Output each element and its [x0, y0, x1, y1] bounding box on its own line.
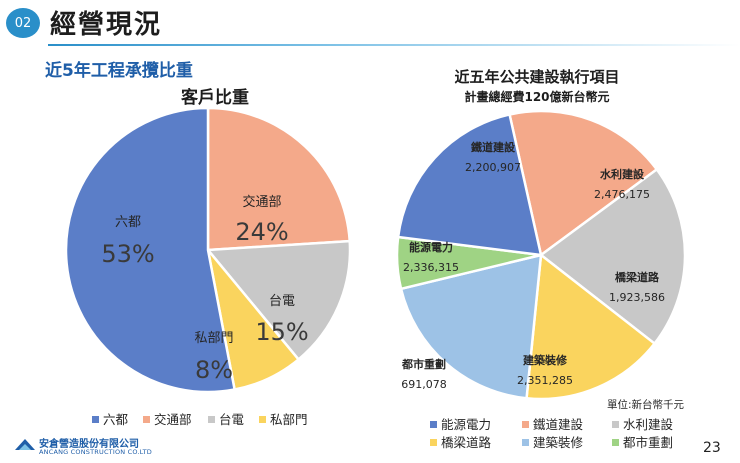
page-title: 經營現況 — [50, 10, 163, 40]
client-legend-swatch-2 — [208, 416, 215, 423]
client-legend-label-0: 六都 — [103, 412, 129, 427]
right-chart-subtitle: 計畫總經費120億新台幣元 — [464, 89, 609, 104]
works-legend-swatch-1 — [522, 421, 529, 428]
works-legend-label-2: 水利建設 — [623, 417, 674, 432]
works-value-bridge-road: 1,923,586 — [609, 291, 665, 304]
works-legend-swatch-4 — [522, 439, 529, 446]
section-title: 近5年工程承攬比重 — [45, 61, 193, 81]
client-value-six-cities: 53% — [101, 240, 154, 268]
client-label-taipower: 台電 — [269, 294, 295, 309]
works-legend-swatch-5 — [612, 439, 619, 446]
client-pie-slice-1 — [205, 239, 352, 362]
works-label-bridge-road: 橋梁道路 — [615, 270, 660, 284]
right-chart-title: 近五年公共建設執行項目 — [454, 68, 619, 86]
logo-english-name: ANCANG CONSTRUCTION CO.LTD — [39, 448, 152, 456]
works-legend-label-5: 都市重劃 — [623, 435, 673, 450]
works-value-water: 2,476,175 — [594, 188, 650, 201]
works-legend-label-1: 鐵道建設 — [533, 417, 584, 432]
client-legend-label-2: 台電 — [219, 412, 245, 427]
works-value-building: 2,351,285 — [517, 374, 573, 387]
works-legend-label-0: 能源電力 — [441, 417, 491, 432]
works-label-building: 建築裝修 — [523, 353, 568, 367]
client-value-transport: 24% — [235, 218, 288, 246]
works-legend-label-4: 建築裝修 — [533, 435, 584, 450]
left-chart-title: 客戶比重 — [180, 87, 249, 108]
works-pie-slice-1 — [538, 167, 687, 346]
client-label-six-cities: 六都 — [115, 215, 141, 230]
works-value-railway: 2,200,907 — [465, 161, 521, 174]
client-value-taipower: 15% — [255, 318, 308, 346]
works-label-urban: 都市重劃 — [401, 357, 446, 371]
header-divider — [48, 44, 740, 46]
works-value-energy: 2,336,315 — [403, 261, 459, 274]
client-legend-label-1: 交通部 — [154, 412, 192, 427]
works-legend-label-3: 橋梁道路 — [441, 435, 492, 450]
works-label-railway: 鐵道建設 — [471, 140, 516, 154]
client-pie-slice-0 — [206, 106, 352, 252]
works-pie-slice-3 — [399, 253, 543, 400]
client-legend-label-3: 私部門 — [270, 412, 308, 427]
works-label-energy: 能源電力 — [409, 240, 453, 254]
client-value-private: 8% — [195, 356, 233, 384]
company-logo: 安倉營造股份有限公司 ANCANG CONSTRUCTION CO.LTD — [14, 434, 174, 460]
client-legend-swatch-0 — [92, 416, 99, 423]
client-label-transport: 交通部 — [242, 194, 281, 210]
works-legend-swatch-3 — [430, 439, 437, 446]
works-legend-swatch-2 — [612, 421, 619, 428]
works-label-water: 水利建設 — [600, 167, 645, 181]
right-chart-unit-note: 單位:新台幣千元 — [607, 398, 685, 411]
client-label-private: 私部門 — [194, 331, 233, 346]
logo-chinese-name: 安倉營造股份有限公司 — [39, 439, 139, 450]
client-legend-swatch-1 — [143, 416, 150, 423]
client-pie-slice-3 — [64, 106, 237, 394]
logo-mark-icon — [15, 439, 35, 450]
client-legend-swatch-3 — [259, 416, 266, 423]
page-number: 23 — [703, 440, 721, 456]
page-badge: 02 — [6, 8, 40, 38]
works-pie-slice-2 — [525, 252, 657, 401]
works-value-urban: 691,078 — [401, 378, 447, 391]
works-legend-swatch-0 — [430, 421, 437, 428]
works-pie-slice-5 — [396, 112, 543, 257]
works-pie-slice-0 — [508, 109, 659, 258]
